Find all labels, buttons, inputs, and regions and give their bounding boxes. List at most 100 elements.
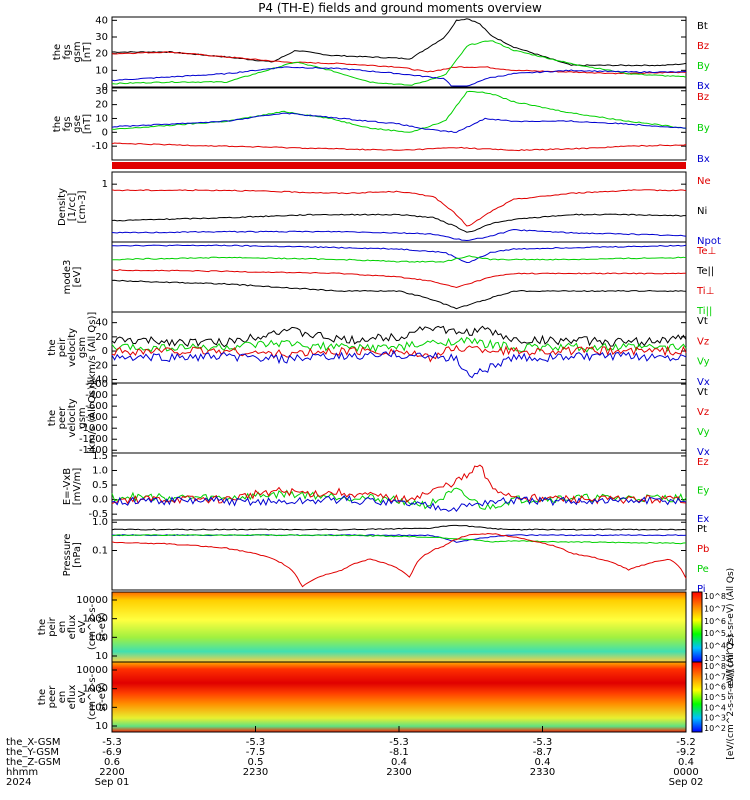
ephem-value: -5.3: [102, 737, 122, 748]
ytick-label: 0.5: [92, 480, 108, 491]
colorbar-tick: 10^7: [704, 672, 726, 681]
ytick-label: 0.0: [92, 495, 108, 506]
ephem-value: 0.4: [678, 757, 694, 768]
legend-Bt: Bt: [697, 21, 708, 32]
series-Ey: [111, 487, 687, 510]
ytick-label: -0.5: [88, 509, 108, 520]
ytick-label: 1000: [83, 684, 108, 695]
frame-density: [111, 171, 687, 243]
ytick-label: 1.0: [92, 465, 108, 476]
ytick-label: 10000: [76, 595, 108, 606]
colorbar-gradient: [691, 661, 703, 733]
legend-Pe: Pe: [697, 564, 709, 575]
colorbar-gradient: [691, 591, 703, 663]
legend-Vx: Vx: [697, 377, 710, 388]
legend-Vz: Vz: [697, 407, 709, 418]
colorbar-tick: 10^2: [704, 724, 726, 733]
figure-title: P4 (TH-E) fields and ground moments over…: [258, 1, 542, 15]
status-bar: [112, 162, 686, 169]
ephem-value: -8.1: [389, 747, 409, 758]
ylabel-fgs_gse: thefgsgse[nT]: [52, 114, 93, 134]
ytick-label: 30: [95, 86, 108, 97]
legend-By: By: [697, 123, 710, 134]
series-Pb: [111, 532, 687, 588]
legend-Pt: Pt: [697, 524, 707, 535]
series-Bx: [111, 66, 687, 87]
ytick-label: 0.1: [92, 545, 108, 556]
ytick-label: -20: [92, 360, 108, 371]
ytick-label: 20: [95, 100, 108, 111]
legend-Bx: Bx: [697, 81, 710, 92]
series-Ni: [111, 213, 686, 233]
legend-Te||: Te||: [696, 266, 714, 277]
ytick-label: -40: [92, 374, 108, 385]
series-Te||: [111, 279, 687, 310]
frame-peer: [111, 382, 687, 454]
colorbar-tick: 10^4: [704, 642, 726, 651]
ytick-label: -200: [85, 379, 108, 390]
panel-peer_spec: thepeerenefluxeV(cm^2-s-sr-eV)10000 1000 1…: [37, 661, 687, 733]
frame-fgs: [111, 16, 687, 88]
series-By: [111, 40, 687, 86]
colorbar-tick: 10^8: [704, 662, 726, 671]
colorbar-tick: 10^4: [704, 703, 726, 712]
ytick-label: 30: [95, 32, 108, 43]
legend-Vx: Vx: [697, 447, 710, 458]
ephem-label: hhmm: [6, 767, 38, 778]
legend-Pb: Pb: [697, 544, 709, 555]
colorbar-tick: 10^5: [704, 629, 726, 638]
series-Pi: [111, 534, 687, 543]
series-Ti⊥: [111, 269, 687, 289]
ytick-label: 1.0: [92, 517, 108, 528]
ephem-value: 2300: [386, 767, 411, 778]
series-Ez: [111, 464, 687, 505]
frame-efield: [111, 452, 687, 521]
ephem-value: 0.6: [104, 757, 120, 768]
legend-Ni: Ni: [697, 206, 707, 217]
ephem-value: 0.4: [535, 757, 551, 768]
ytick-label: 10000: [76, 665, 108, 676]
series-Pe: [111, 534, 687, 545]
colorbar-title: [eV/(cm^2-s-sr-eV)] (All Qs): [726, 634, 736, 759]
ytick-label: 10: [95, 721, 108, 732]
legend-Npot: Npot: [697, 236, 721, 247]
legend-Te⊥: Te⊥: [696, 246, 716, 257]
ylabel-fgs: thefgsgsm[nT]: [52, 41, 93, 62]
panels: thefgsgsm[nT]403020100BtBzByBxthefgsgse[…: [37, 15, 736, 759]
ytick-label: 20: [95, 49, 108, 60]
ytick-label: -1200: [79, 434, 108, 445]
series-Bz: [111, 51, 687, 75]
panel-efield: E=-VxB[mV/m] 1.5 1.0 0.5 0.0 -0.5 Ez Ey Ex: [62, 451, 709, 525]
ytick-label: 1: [102, 179, 108, 190]
ytick-label: 100: [89, 632, 108, 643]
ephem-value: -7.5: [246, 747, 266, 758]
ephem-label: the_Z-GSM: [6, 757, 61, 768]
legend-Vt: Vt: [697, 387, 708, 398]
ylabel-peir_spec: thepeirenefluxeV(cm^2-s-sr-eV): [37, 603, 108, 650]
ephem-label: the_X-GSM: [6, 737, 60, 748]
legend-Ey: Ey: [697, 486, 709, 497]
ylabel-efield: E=-VxB[mV/m]: [62, 468, 83, 506]
panel-peer: thepeervelocitygsm[km/s (All Qs)]-200-40…: [47, 379, 710, 458]
panel-temps: mode3[eV] Te⊥ Te|| Ti⊥ Ti||: [62, 241, 716, 317]
panel-fgs: thefgsgsm[nT] 40 30 20 10 0 Bt Bz By Bx: [52, 15, 710, 93]
colorbar-tick: 10^3: [704, 714, 726, 723]
ylabel-peer: thepeervelocitygsm[km/s (All Qs)]: [47, 382, 98, 454]
series-Bt: [111, 18, 687, 67]
ephem-value: -5.3: [389, 737, 409, 748]
ytick-label: 10: [95, 113, 108, 124]
series-Bx: [111, 112, 687, 133]
ephem-label: the_Y-GSM: [6, 747, 59, 758]
ytick-label: 0: [102, 82, 108, 93]
colorbar-tick: 10^3: [704, 654, 726, 663]
colorbar-tick: 10^6: [704, 617, 726, 626]
legend-By: By: [697, 61, 710, 72]
legend-Bz: Bz: [697, 41, 709, 52]
ephem-value: -5.3: [246, 737, 266, 748]
colorbar-tick: 10^6: [704, 683, 726, 692]
ephem-value: -6.9: [102, 747, 122, 758]
legend-Ne: Ne: [697, 176, 711, 187]
panel-density: Density[1/cc][cm-3] 1 Ne Ni Npot: [57, 171, 721, 247]
legend-Bx: Bx: [697, 154, 710, 165]
frame-fgs_gse: [111, 87, 687, 161]
